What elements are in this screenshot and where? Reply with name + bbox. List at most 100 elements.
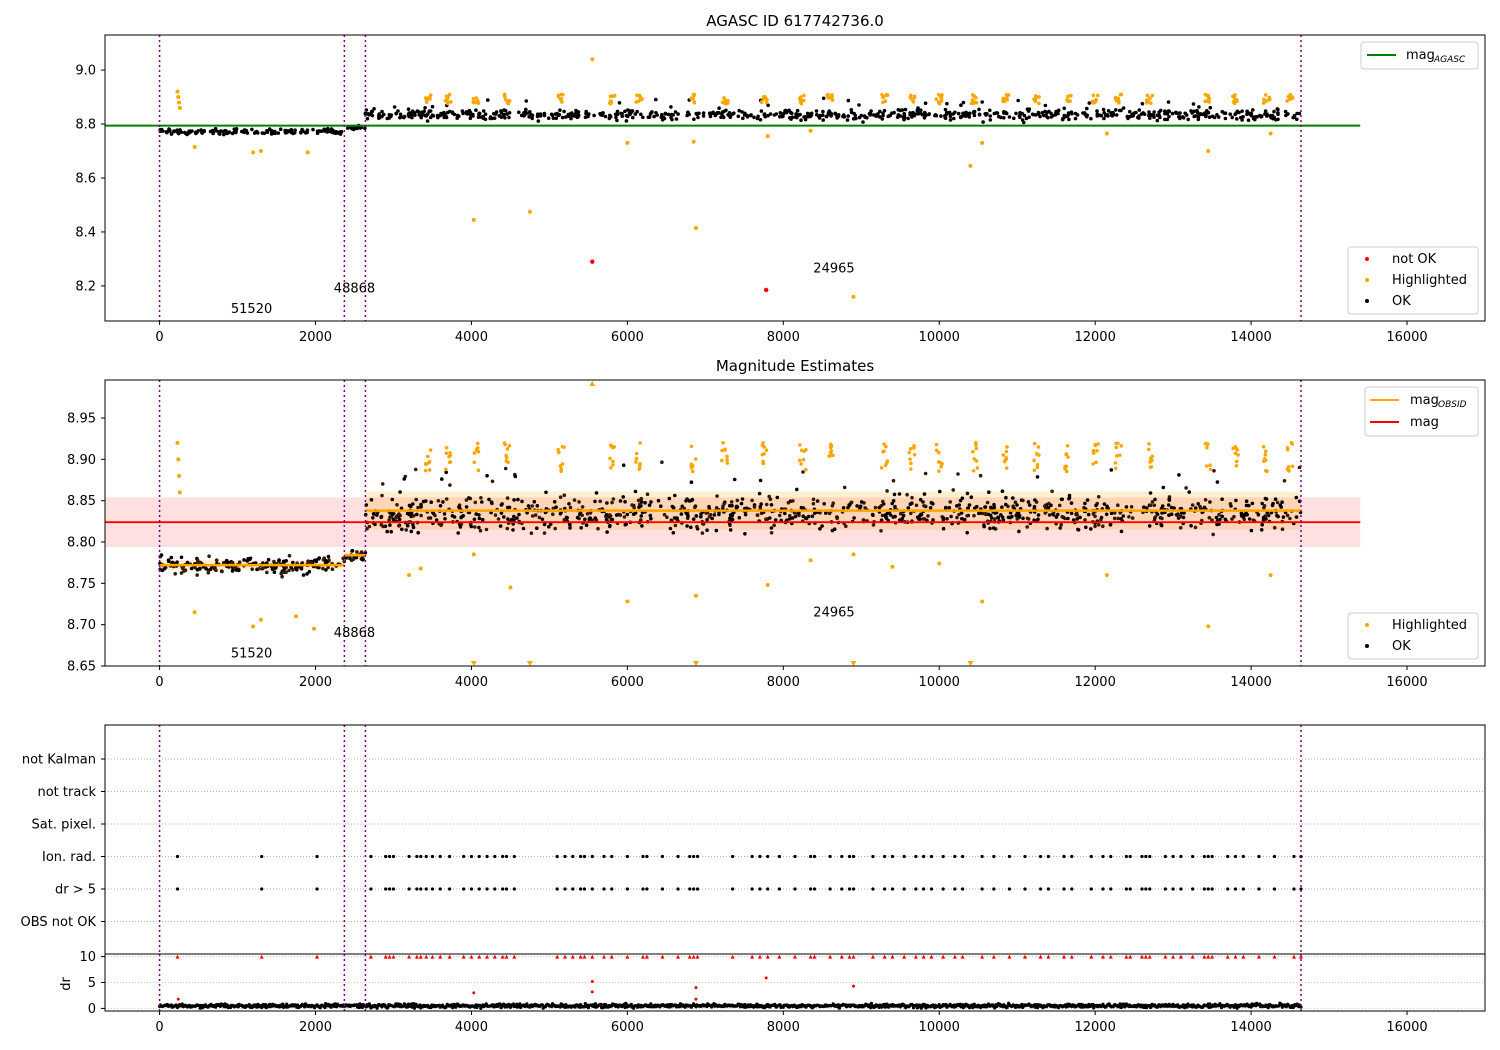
p4-dr-capped-marker (644, 954, 649, 959)
p1-annotation: 24965 (813, 261, 854, 276)
p2-ok-point (735, 505, 740, 509)
p2-highlighted-point (1034, 452, 1039, 456)
p4-dr-capped-marker (882, 954, 887, 959)
p2-highlighted-point (882, 442, 886, 446)
p1-ok-point (1166, 100, 1171, 104)
p2-highlighted-point (1149, 458, 1154, 463)
p1-ok-point (947, 110, 952, 115)
p2-ok-point (272, 559, 276, 564)
p2-ok-point (1001, 518, 1006, 522)
p1-ok-point (519, 113, 524, 118)
p2-ok-point (464, 505, 469, 509)
p1-ok-point (633, 112, 638, 116)
p1-ok-point (959, 103, 963, 107)
p4-dr-capped-marker (1190, 954, 1195, 959)
p1-ok-point (868, 112, 873, 116)
p2-ok-point (237, 560, 242, 564)
p2-highlighted-point (1150, 454, 1155, 459)
p2-ok-point (769, 531, 774, 535)
p1-ok-point (623, 109, 627, 114)
p1-ok-point (225, 130, 229, 134)
p2-ok-point (1166, 503, 1171, 507)
p1-ok-point (625, 114, 630, 119)
p3-flag-point (512, 854, 516, 859)
p2-highlighted-point (1036, 445, 1041, 449)
p4-dr-capped-marker (1178, 954, 1183, 959)
p3-flag-point (1257, 854, 1261, 859)
p1-ok-point (401, 115, 406, 120)
p1-xtick-label: 10000 (919, 330, 960, 345)
p2-ok-point (949, 514, 953, 519)
p4-dr-capped-marker (578, 954, 583, 959)
p1-highlighted-point (693, 225, 698, 230)
p2-ok-point (397, 524, 401, 528)
p2-xtick-label: 10000 (919, 675, 960, 690)
p3-flag-point (1089, 854, 1093, 859)
p3-flag-point (625, 854, 629, 859)
p1-highlighted-point (908, 95, 913, 100)
p4-dr-point (198, 1006, 202, 1010)
p2-ok-point (822, 502, 826, 506)
p2-ok-point (593, 499, 597, 504)
p2-ok-point (803, 516, 808, 520)
p1-ok-point (934, 113, 939, 118)
p2-ok-point (506, 517, 510, 521)
p2-ok-point (879, 518, 884, 522)
p3-flag-point (1140, 854, 1144, 859)
p1-ok-point (719, 115, 723, 120)
p2-ok-point (1153, 515, 1158, 519)
p1-ok-point (876, 112, 880, 116)
p4-dr-outlier-point (764, 976, 768, 980)
p4-dr-capped-marker (1089, 954, 1094, 959)
p1-ok-point (483, 117, 488, 122)
p1-ok-point (857, 103, 861, 107)
p2-ok-point (1244, 499, 1249, 504)
p2-highlighted-point (1113, 466, 1118, 471)
p1-ok-point (888, 113, 893, 118)
p4-dr-capped-marker (461, 954, 466, 959)
p2-ok-point (1148, 491, 1153, 495)
p1-ok-point (1190, 111, 1194, 115)
p3-flag-point (1124, 854, 1128, 859)
p1-ok-point (1157, 110, 1161, 114)
p4-dr-capped-marker (1202, 954, 1207, 959)
p4-dr-capped-marker (570, 954, 575, 959)
p3-flag-point (1206, 887, 1210, 891)
p2-ok-point (1075, 513, 1079, 517)
p1-ok-point (1067, 117, 1071, 122)
p1-ok-point (234, 130, 238, 135)
p2-ok-point (477, 513, 481, 517)
p3-row-label: Sat. pixel. (32, 818, 96, 833)
p2-ok-point (206, 571, 211, 575)
p2-ok-point (562, 493, 567, 498)
p1-highlighted-point (423, 96, 428, 100)
p2-highlighted-point (971, 468, 976, 473)
p2-highlighted-point (1095, 449, 1099, 453)
p2-ok-point (631, 512, 636, 516)
p2-ok-point (1004, 495, 1008, 500)
p2-ok-point (1086, 512, 1091, 517)
p3-flag-point (1179, 854, 1183, 859)
p4-dr-capped-marker (1061, 954, 1066, 959)
p2-highlighted-point (559, 469, 563, 474)
p2-highlighted-point (423, 462, 428, 466)
p4-dr-outlier-point (851, 984, 855, 988)
p2-ok-point (1094, 503, 1098, 508)
p2-ok-point (159, 553, 164, 557)
p2-ok-point (993, 517, 997, 521)
p4-dr-capped-marker (793, 954, 797, 959)
p4-ytick-label: 0 (88, 1002, 96, 1017)
p2-ok-point (685, 524, 689, 528)
p2-highlighted-point (1066, 455, 1070, 459)
p2-ok-point (253, 561, 258, 565)
p1-ok-point (1235, 117, 1239, 121)
p1-ok-point (615, 109, 620, 114)
p1-ok-point (210, 128, 215, 133)
p1-ok-point (372, 107, 376, 111)
p1-ok-point (517, 110, 521, 115)
p2-highlighted-point (1093, 443, 1097, 447)
p3-flag-point (660, 854, 665, 859)
p1-highlighted-point (692, 100, 697, 104)
p2-ok-point (1147, 524, 1152, 528)
p1-ok-point (818, 113, 823, 118)
